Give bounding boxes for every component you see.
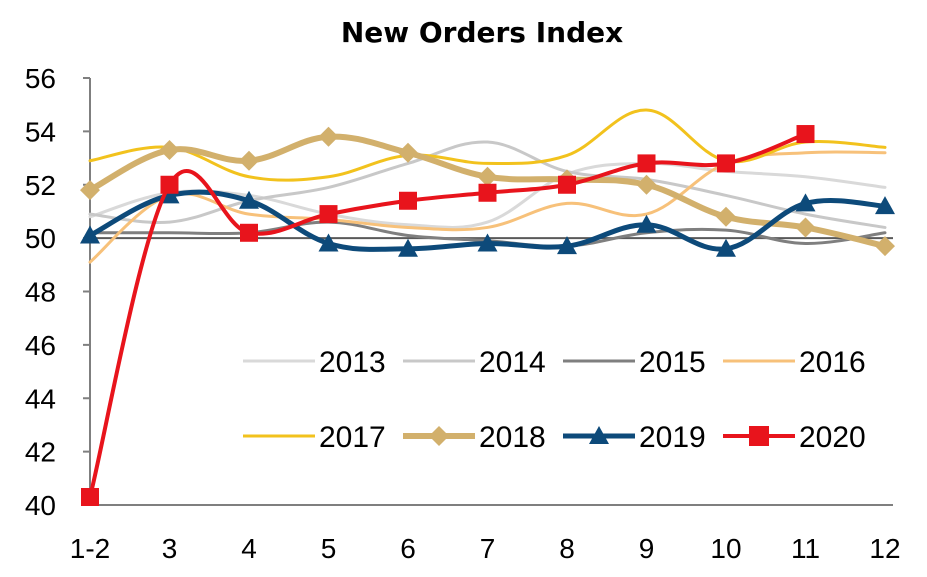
data-point-2020 bbox=[558, 175, 576, 194]
data-point-2020 bbox=[637, 154, 656, 173]
data-point-2020 bbox=[717, 154, 735, 173]
legend-item-2018: 2018 bbox=[403, 421, 546, 454]
legend-item-2014: 2014 bbox=[403, 346, 546, 379]
data-point-2018 bbox=[239, 150, 259, 171]
x-tick-label: 3 bbox=[162, 533, 178, 564]
series-line-2017 bbox=[88, 108, 887, 182]
y-tick-label: 46 bbox=[25, 330, 56, 361]
legend-marker bbox=[589, 426, 609, 444]
data-point-2019 bbox=[557, 236, 577, 255]
legend-label: 2015 bbox=[639, 346, 706, 379]
data-point-2018 bbox=[318, 126, 339, 147]
series-layer bbox=[80, 108, 895, 506]
x-tick-label: 12 bbox=[869, 533, 900, 564]
series-2019 bbox=[80, 185, 895, 257]
x-tick-label: 1-2 bbox=[70, 533, 110, 564]
data-point-2019 bbox=[477, 233, 498, 252]
y-tick-label: 56 bbox=[25, 63, 56, 94]
data-point-2019 bbox=[80, 225, 100, 244]
y-tick-label: 44 bbox=[25, 383, 56, 414]
x-tick-label: 4 bbox=[241, 533, 257, 564]
y-tick-label: 48 bbox=[25, 277, 56, 308]
chart-title: New Orders Index bbox=[341, 16, 623, 49]
legend-item-2016: 2016 bbox=[723, 346, 866, 379]
data-point-2020 bbox=[796, 125, 815, 144]
data-point-2019 bbox=[716, 238, 736, 257]
data-point-2020 bbox=[319, 205, 338, 224]
data-point-2020 bbox=[81, 487, 99, 506]
x-tick-label: 11 bbox=[791, 533, 820, 564]
data-point-2019 bbox=[795, 193, 816, 212]
legend-label: 2016 bbox=[799, 346, 866, 379]
y-tick-label: 54 bbox=[25, 116, 56, 147]
data-point-2020 bbox=[160, 175, 179, 194]
legend-item-2015: 2015 bbox=[563, 346, 706, 379]
data-point-2020 bbox=[240, 223, 258, 242]
data-point-2018 bbox=[477, 166, 498, 187]
data-point-2018 bbox=[795, 217, 816, 238]
data-point-2018 bbox=[716, 206, 736, 227]
x-tick-label: 7 bbox=[480, 533, 496, 564]
data-point-2018 bbox=[636, 174, 657, 195]
legend-label: 2018 bbox=[479, 421, 546, 454]
legend: 2013 2014 2015 2016 2017 2018 2019 2020 bbox=[243, 346, 866, 454]
series-2020 bbox=[81, 125, 815, 506]
x-tick-label: 9 bbox=[639, 533, 655, 564]
legend-label: 2014 bbox=[479, 346, 546, 379]
y-tick-label: 52 bbox=[25, 170, 56, 201]
data-point-2018 bbox=[398, 142, 418, 163]
data-point-2019 bbox=[636, 214, 657, 233]
legend-label: 2020 bbox=[799, 421, 866, 454]
y-tick-label: 50 bbox=[25, 223, 56, 254]
data-point-2019 bbox=[875, 196, 895, 215]
legend-item-2020: 2020 bbox=[723, 421, 866, 454]
legend-label: 2017 bbox=[319, 421, 386, 454]
legend-label: 2013 bbox=[319, 346, 386, 379]
data-point-2019 bbox=[239, 190, 259, 209]
data-point-2019 bbox=[398, 238, 418, 257]
legend-item-2013: 2013 bbox=[243, 346, 386, 379]
legend-marker bbox=[429, 426, 449, 446]
data-point-2019 bbox=[318, 233, 339, 252]
legend-label: 2019 bbox=[639, 421, 706, 454]
data-point-2020 bbox=[399, 191, 417, 210]
data-point-2020 bbox=[478, 183, 497, 202]
x-tick-label: 5 bbox=[321, 533, 337, 564]
data-point-2018 bbox=[159, 140, 180, 161]
x-tick-label: 8 bbox=[559, 533, 575, 564]
legend-marker bbox=[749, 426, 769, 446]
y-tick-label: 40 bbox=[25, 490, 56, 521]
legend-item-2017: 2017 bbox=[243, 421, 386, 454]
series-2017 bbox=[88, 108, 887, 182]
data-point-2018 bbox=[875, 236, 895, 257]
x-tick-label: 6 bbox=[400, 533, 416, 564]
x-tick-label: 10 bbox=[710, 533, 741, 564]
y-tick-label: 42 bbox=[25, 437, 56, 468]
legend-item-2019: 2019 bbox=[563, 421, 706, 454]
data-point-2018 bbox=[80, 180, 100, 201]
